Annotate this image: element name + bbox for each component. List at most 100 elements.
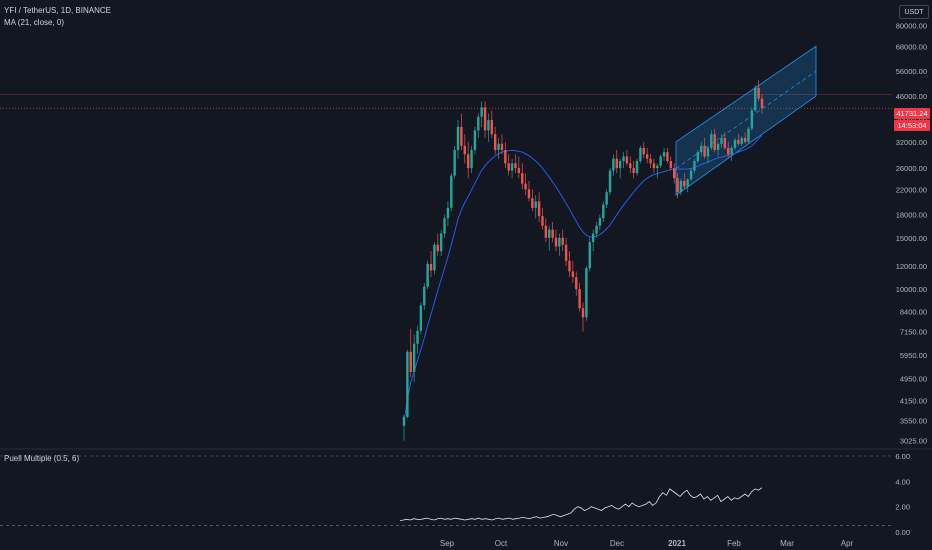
candle-body xyxy=(581,308,585,318)
price-tick-label: 5950.00 xyxy=(900,351,927,360)
price-tick-label: 26000.00 xyxy=(896,164,927,173)
candle-body xyxy=(642,147,645,155)
candle-body xyxy=(669,161,673,169)
candle-body xyxy=(463,145,466,155)
candle-body xyxy=(588,242,591,269)
candle-body xyxy=(602,204,605,219)
candle-body xyxy=(416,330,419,344)
candle-body xyxy=(568,260,571,272)
candle-body xyxy=(689,170,693,180)
ma-legend[interactable]: MA (21, close, 0) xyxy=(4,18,65,27)
candle-body xyxy=(524,183,527,190)
candle-body xyxy=(652,163,656,169)
candle-body xyxy=(683,180,686,187)
candle-body xyxy=(497,143,500,150)
time-tick-label: 2021 xyxy=(668,539,686,548)
price-tick-label: 4950.00 xyxy=(900,374,927,383)
price-tick-label: 7150.00 xyxy=(900,328,927,337)
candle-body xyxy=(517,168,521,174)
candle-body xyxy=(598,218,602,226)
price-tick-label: 68000.00 xyxy=(896,42,927,51)
candle-body xyxy=(737,139,740,144)
candle-body xyxy=(635,161,639,174)
symbol-legend[interactable]: YFI / TetherUS, 1D, BINANCE xyxy=(4,6,111,15)
candle-body xyxy=(527,189,531,199)
candle-body xyxy=(544,225,548,238)
candle-body xyxy=(419,305,423,331)
candle-body xyxy=(554,237,558,247)
last-price-tag: 41731.24 xyxy=(894,108,930,119)
candle-body xyxy=(473,130,477,150)
candle-body xyxy=(716,143,720,150)
candle-body xyxy=(429,263,433,271)
puell-line xyxy=(399,487,763,521)
candle-body xyxy=(730,147,733,155)
candle-body xyxy=(483,107,487,131)
candle-body xyxy=(480,107,483,117)
candle-body xyxy=(575,277,578,290)
candle-body xyxy=(615,158,618,169)
candle-body xyxy=(571,271,575,278)
candle-body xyxy=(507,163,510,171)
candle-body xyxy=(706,147,710,157)
candle-body xyxy=(639,147,642,162)
candle-body xyxy=(561,237,564,245)
candle-body xyxy=(760,98,764,109)
candle-body xyxy=(450,175,453,208)
candle-body xyxy=(679,180,683,193)
time-tick-label: Sep xyxy=(440,539,455,548)
candle-body xyxy=(426,263,429,287)
candle-body xyxy=(622,156,625,162)
candle-body xyxy=(548,229,551,238)
candle-body xyxy=(490,120,494,135)
time-tick-label: Dec xyxy=(610,539,624,548)
price-tick-label: 18000.00 xyxy=(896,211,927,220)
candle-body xyxy=(656,165,659,169)
candle-body xyxy=(453,149,456,176)
candle-body xyxy=(534,201,537,208)
price-tick-label: 32000.00 xyxy=(896,138,927,147)
candle-body xyxy=(487,120,490,131)
candle-body xyxy=(412,343,416,373)
candle-body xyxy=(531,198,534,208)
candle-body xyxy=(733,139,737,148)
candle-body xyxy=(618,161,622,169)
indicator-tick-label: 0.00 xyxy=(895,528,910,537)
candle-body xyxy=(460,126,463,146)
indicator-legend[interactable]: Puell Multiple (0.5, 6) xyxy=(4,454,80,463)
candle-body xyxy=(757,87,760,99)
time-tick-label: Mar xyxy=(780,539,794,548)
candle-body xyxy=(649,158,652,164)
candle-body xyxy=(402,416,406,426)
candle-body xyxy=(608,170,612,193)
candle-body xyxy=(591,233,595,243)
price-tick-label: 15000.00 xyxy=(896,234,927,243)
candle-body xyxy=(605,192,608,205)
regression-channel xyxy=(675,45,817,196)
candle-body xyxy=(672,168,676,179)
currency-badge[interactable]: USDT xyxy=(899,5,929,19)
candle-body xyxy=(456,126,460,150)
candle-body xyxy=(406,351,409,417)
candle-body xyxy=(632,168,635,174)
candle-body xyxy=(666,152,669,162)
candle-body xyxy=(541,216,544,226)
channel-midline xyxy=(675,70,817,169)
price-tick-label: 12000.00 xyxy=(896,262,927,271)
candle-body xyxy=(700,145,703,153)
candle-body xyxy=(443,218,446,234)
price-tick-label: 22000.00 xyxy=(896,185,927,194)
candle-body xyxy=(645,154,649,159)
candle-body xyxy=(585,268,588,318)
ma-line xyxy=(403,135,763,423)
time-tick-label: Apr xyxy=(841,539,854,548)
candle-body xyxy=(629,163,632,169)
price-tick-label: 8400.00 xyxy=(900,307,927,316)
candle-body xyxy=(504,149,507,164)
candle-body xyxy=(703,145,706,157)
candle-body xyxy=(423,286,426,306)
candle-body xyxy=(578,289,581,309)
price-tick-label: 46000.00 xyxy=(896,92,927,101)
candle-body xyxy=(537,201,541,217)
